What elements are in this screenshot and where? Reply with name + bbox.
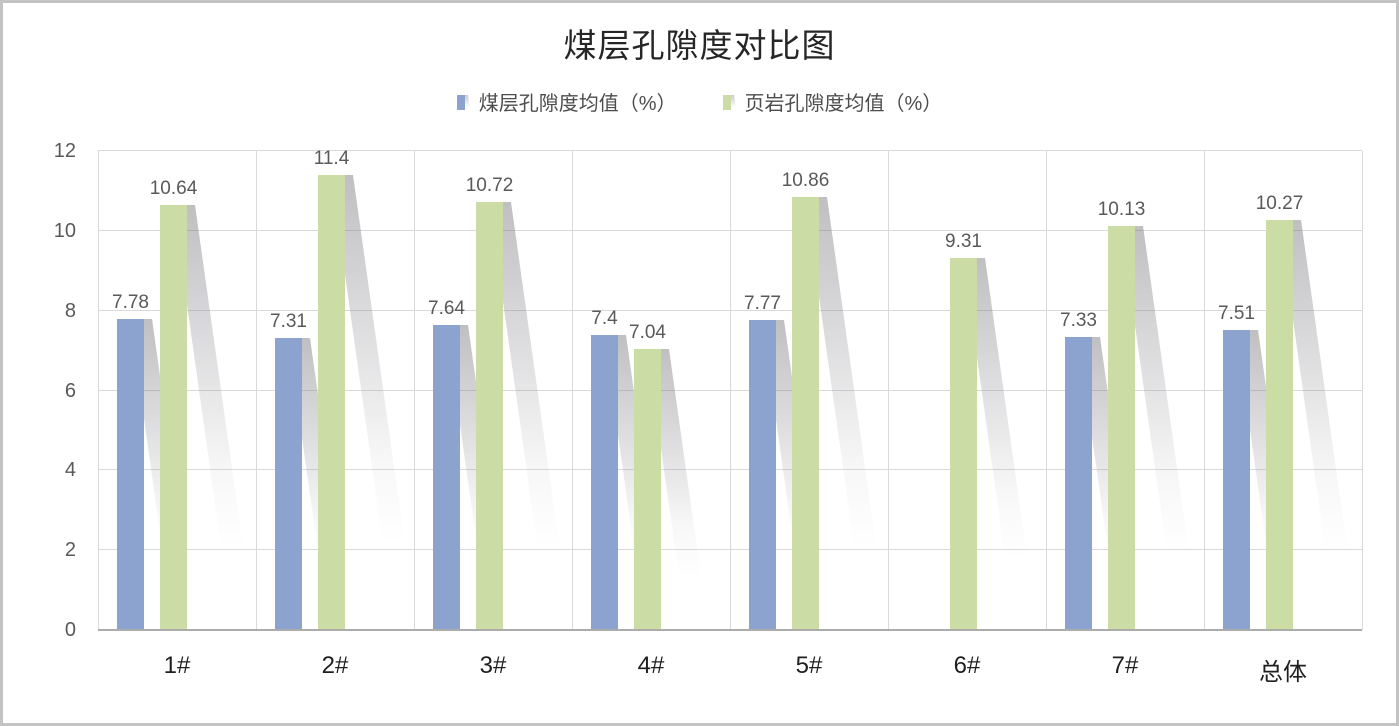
y-tick-label: 12	[53, 140, 76, 162]
gridline-vertical	[1362, 151, 1363, 630]
data-label: 10.72	[465, 175, 514, 197]
legend-label-coal: 煤层孔隙度均值（%）	[478, 93, 677, 115]
data-label: 9.31	[945, 231, 982, 253]
legend-swatch-bar	[456, 94, 465, 110]
bar-shale	[1266, 220, 1293, 630]
y-tick-label: 6	[64, 379, 76, 402]
data-label: 7.64	[428, 298, 465, 320]
bar-shale	[160, 205, 187, 630]
data-label: 10.27	[1255, 193, 1304, 215]
data-label: 10.64	[149, 178, 198, 200]
gridline-vertical	[1204, 151, 1205, 630]
y-tick-label: 2	[64, 539, 76, 562]
bar-coal	[749, 319, 776, 630]
gridline-vertical	[572, 151, 573, 630]
legend-swatch-coal-icon	[456, 94, 470, 110]
y-tick-label: 10	[53, 219, 76, 242]
data-label: 7.78	[112, 292, 149, 314]
x-category-label: 3#	[479, 652, 507, 679]
bar-coal	[275, 338, 302, 630]
gridline-vertical	[1046, 151, 1047, 630]
gridline-vertical	[98, 151, 99, 630]
x-category-label: 总体	[1259, 659, 1307, 686]
plot-area: 0 2 4 6 8 10 12 7.78 10.64 7.31 11.4 7.64 10.72 7.4 7.…	[3, 3, 1396, 723]
data-label: 7.51	[1218, 303, 1255, 325]
bar-shale	[950, 258, 977, 630]
bar-coal	[591, 334, 618, 630]
legend-item-coal: 煤层孔隙度均值（%）	[456, 87, 677, 116]
bar-shale	[476, 202, 503, 630]
x-category-label: 7#	[1111, 652, 1139, 679]
bar-coal	[1065, 337, 1092, 630]
data-label: 7.33	[1060, 310, 1097, 332]
data-label: 7.04	[629, 321, 666, 343]
x-category-label: 5#	[795, 652, 823, 679]
x-category-label: 4#	[637, 652, 665, 679]
data-label: 10.86	[781, 169, 830, 191]
data-label: 10.13	[1097, 198, 1146, 220]
x-axis-line	[98, 629, 1362, 631]
legend: 煤层孔隙度均值（%） 页岩孔隙度均值（%）	[3, 87, 1396, 116]
legend-label-shale: 页岩孔隙度均值（%）	[744, 93, 943, 115]
legend-item-shale: 页岩孔隙度均值（%）	[722, 87, 943, 116]
y-tick-label: 4	[64, 459, 76, 482]
chart-title: 煤层孔隙度对比图	[563, 27, 836, 64]
bar-coal	[117, 319, 144, 630]
bar-shale	[792, 196, 819, 630]
data-label: 11.4	[313, 147, 350, 169]
data-label: 7.4	[591, 307, 618, 329]
y-tick-label: 8	[64, 299, 76, 322]
bar-shale	[634, 348, 661, 630]
gridline-vertical	[256, 151, 257, 630]
data-label: 7.77	[744, 292, 781, 314]
y-tick-label: 0	[64, 619, 76, 641]
bar-coal	[1223, 330, 1250, 630]
gridline-horizontal	[98, 150, 1362, 151]
bar-shale	[318, 174, 345, 630]
legend-swatch-bar	[722, 94, 731, 110]
x-category-label: 2#	[321, 652, 349, 679]
legend-swatch-shale-icon	[722, 94, 736, 110]
gridline-vertical	[730, 151, 731, 630]
data-label: 7.31	[270, 311, 307, 333]
x-category-label: 6#	[953, 652, 981, 679]
gridline-vertical	[888, 151, 889, 630]
bar-coal	[433, 325, 460, 630]
bar-shale	[1108, 225, 1135, 630]
x-category-label: 1#	[163, 652, 191, 679]
gridline-vertical	[414, 151, 415, 630]
